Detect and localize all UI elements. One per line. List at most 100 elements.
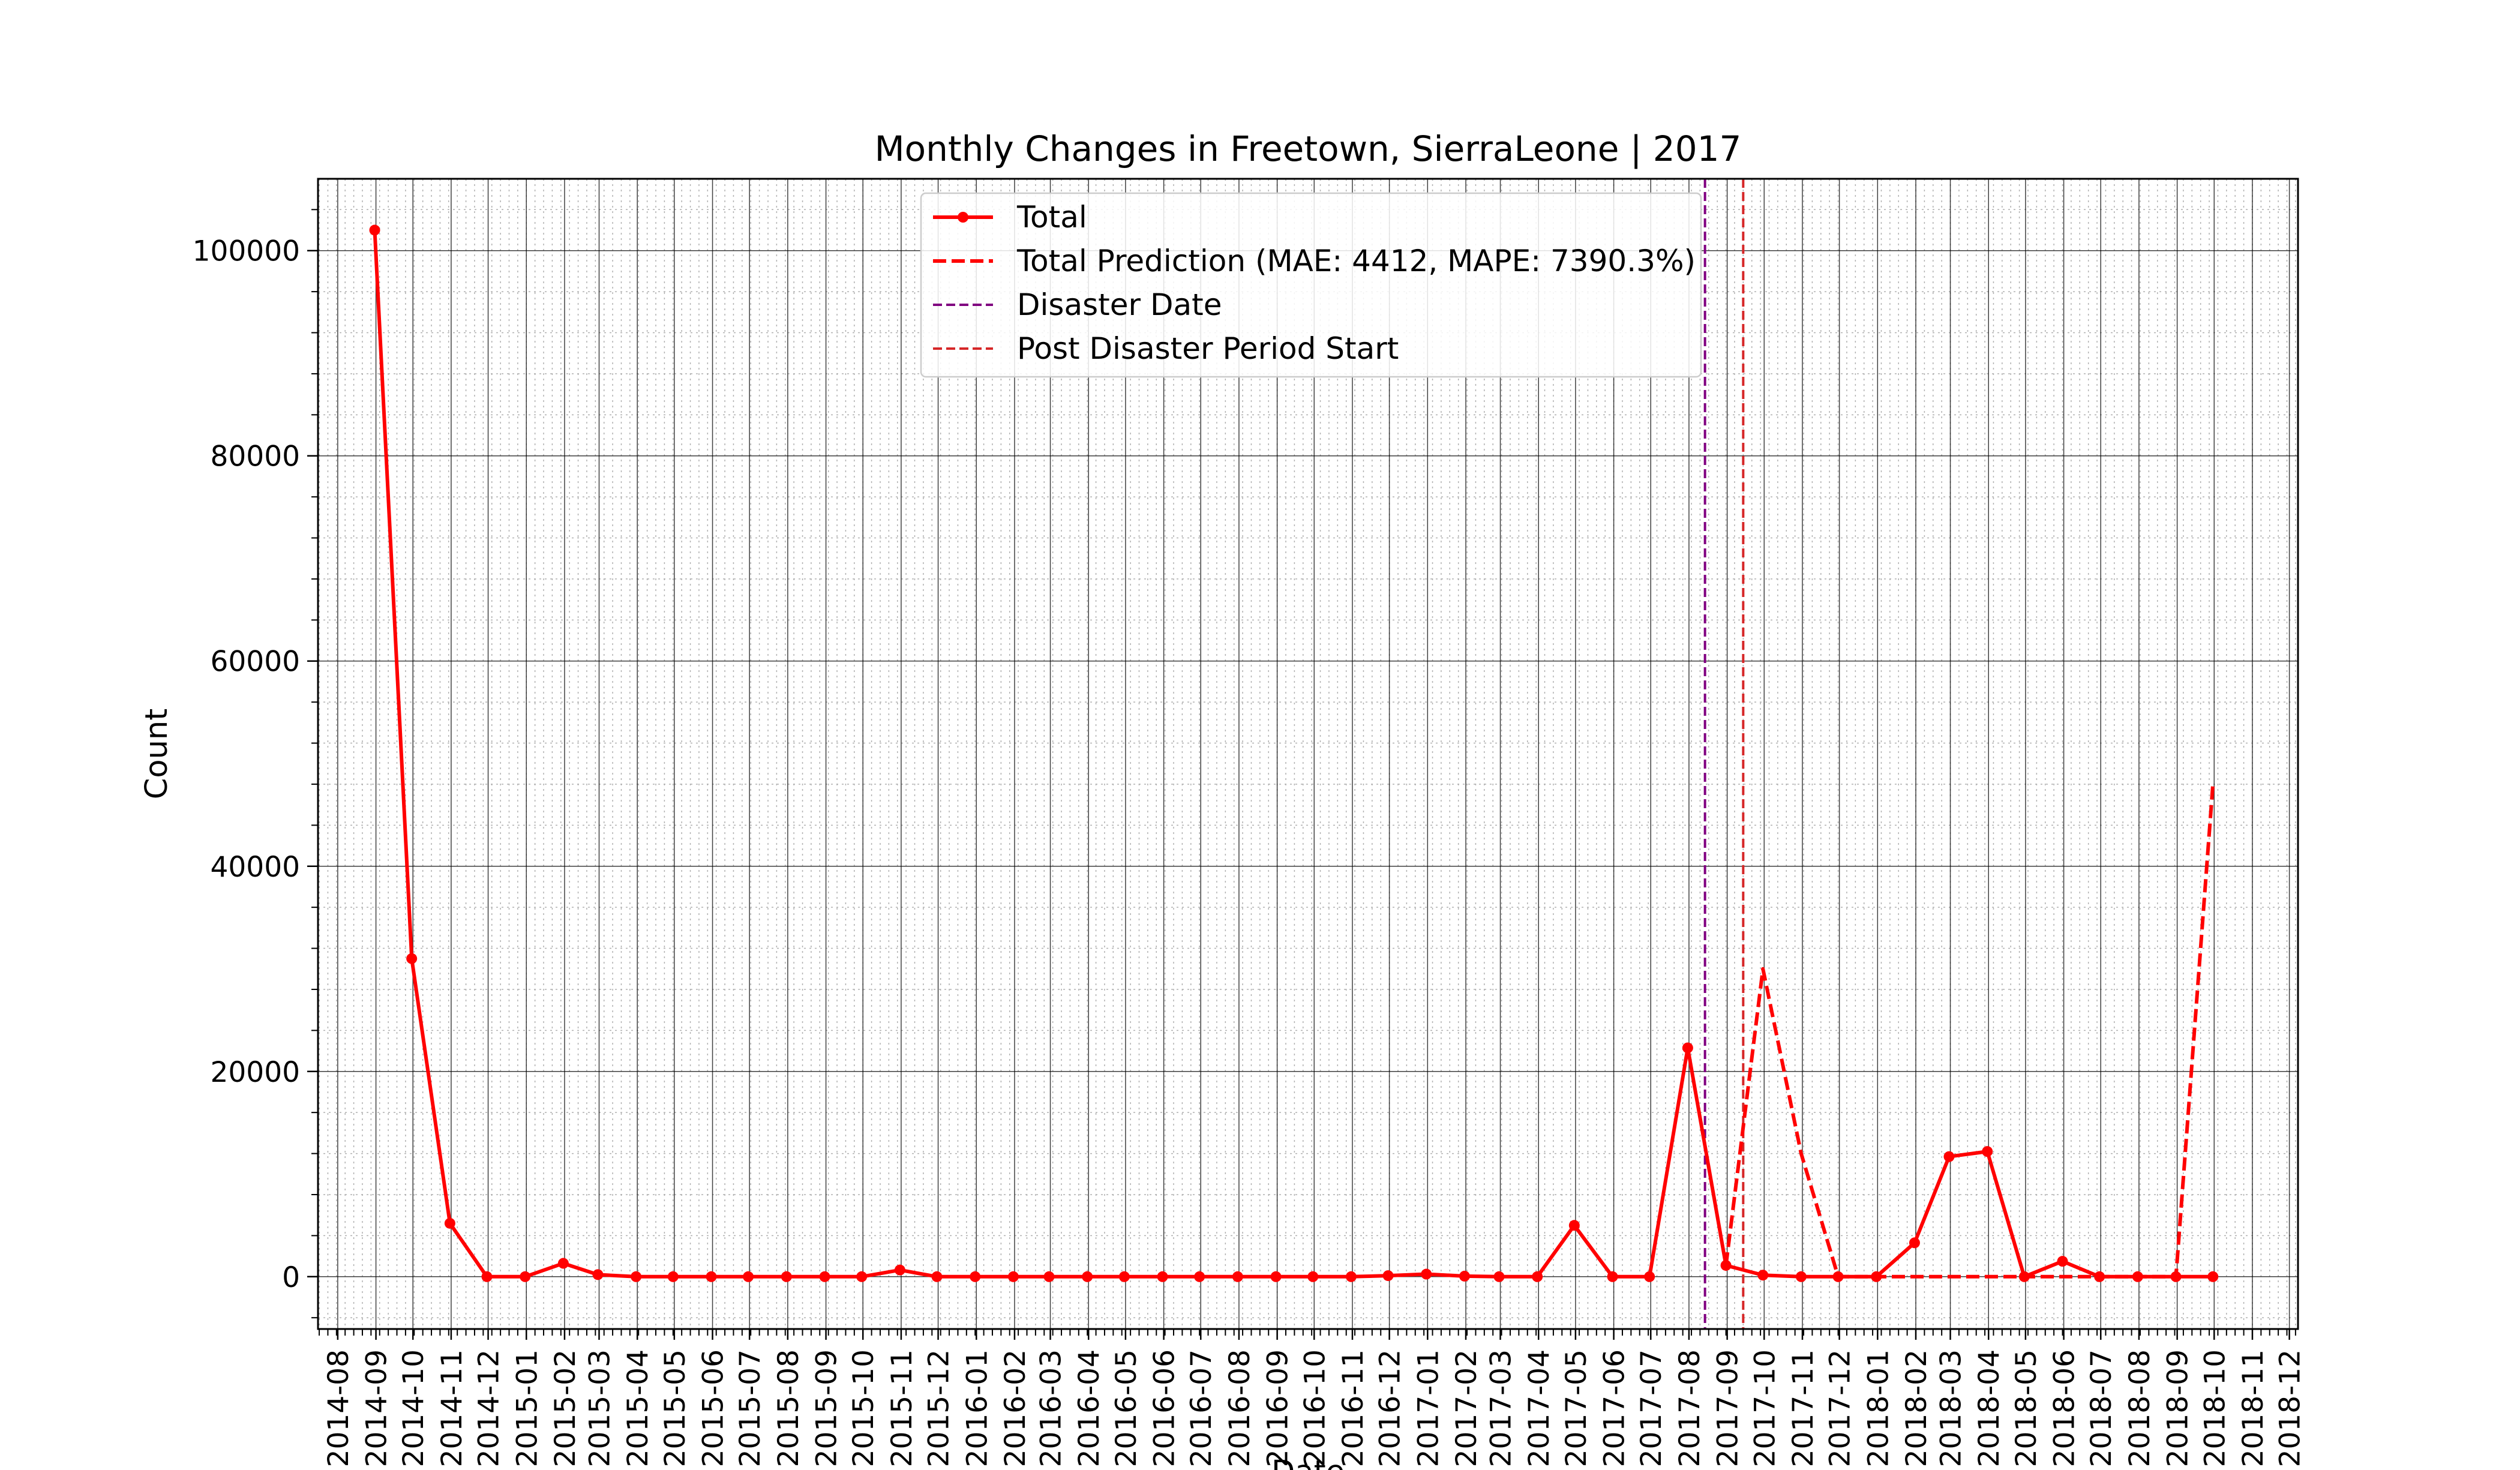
x-tick-label: 2018-06 <box>2048 1349 2081 1467</box>
total-data-point <box>1082 1271 1093 1282</box>
y-tick-label: 0 <box>282 1261 300 1294</box>
total-data-point <box>856 1271 868 1282</box>
total-data-point <box>1757 1270 1769 1281</box>
x-tick-label: 2014-09 <box>361 1349 394 1467</box>
event-lines <box>1703 179 1745 1329</box>
x-tick-label: 2016-10 <box>1298 1349 1331 1467</box>
x-tick-label: 2018-12 <box>2274 1349 2307 1467</box>
y-tick-label: 60000 <box>210 646 300 679</box>
x-tick-label: 2015-01 <box>511 1349 544 1467</box>
x-tick-label: 2016-12 <box>1374 1349 1407 1467</box>
total-data-point <box>1157 1271 1168 1282</box>
legend: Total Total Prediction (MAE: 4412, MAPE: … <box>920 192 1702 378</box>
x-tick-label: 2016-09 <box>1262 1349 1295 1467</box>
total-data-point <box>520 1271 531 1282</box>
total-data-point <box>1493 1271 1505 1282</box>
y-tick-label: 80000 <box>210 440 300 473</box>
y-tick-label: 100000 <box>193 235 300 268</box>
x-tick-label: 2018-08 <box>2123 1349 2156 1467</box>
x-tick-label: 2015-10 <box>847 1349 880 1467</box>
total-data-point <box>1118 1271 1130 1282</box>
x-tick-label: 2018-02 <box>1900 1349 1933 1467</box>
x-tick-label: 2018-09 <box>2162 1349 2195 1467</box>
legend-label: Post Disaster Period Start <box>1017 331 1399 366</box>
legend-marker <box>958 212 968 223</box>
total-data-point <box>1682 1042 1693 1054</box>
total-data-point <box>631 1271 642 1282</box>
data-series <box>369 224 2219 1282</box>
x-tick-label: 2018-07 <box>2085 1349 2118 1467</box>
x-tick-label: 2016-01 <box>961 1349 994 1467</box>
x-tick-label: 2017-07 <box>1635 1349 1668 1467</box>
total-data-point <box>1270 1271 1282 1282</box>
x-tick-label: 2018-04 <box>1973 1349 2006 1467</box>
legend-label: Total Prediction (MAE: 4412, MAPE: 7390.… <box>1016 244 1696 278</box>
total-series-line <box>373 230 2213 1279</box>
x-tick-label: 2018-01 <box>1862 1349 1895 1467</box>
y-axis-label: Count <box>139 709 175 799</box>
x-tick-label: 2015-05 <box>659 1349 692 1467</box>
total-data-point <box>1909 1237 1920 1249</box>
x-tick-label: 2015-12 <box>923 1349 956 1467</box>
total-data-point <box>1795 1271 1807 1282</box>
total-data-point <box>1232 1271 1243 1282</box>
x-tick-label: 2017-01 <box>1412 1349 1445 1467</box>
total-data-point <box>781 1271 792 1282</box>
axis-ticks: 2014-08 2014-09 2014-10 2014-11 2014-12 2015-… <box>193 209 2307 1467</box>
x-tick-label: 2017-09 <box>1712 1349 1745 1467</box>
total-data-point <box>1007 1271 1019 1282</box>
legend-box <box>920 192 1702 378</box>
x-tick-label: 2017-08 <box>1673 1349 1706 1467</box>
total-data-point <box>667 1271 679 1282</box>
legend-label: Total <box>1016 200 1087 235</box>
x-tick-label: 2016-11 <box>1337 1349 1370 1467</box>
total-data-point <box>1459 1270 1470 1282</box>
x-tick-label: 2017-04 <box>1523 1349 1556 1467</box>
x-tick-label: 2018-03 <box>1935 1349 1968 1467</box>
total-data-point <box>406 953 418 964</box>
total-data-point <box>1194 1271 1205 1282</box>
x-tick-label: 2017-12 <box>1824 1349 1857 1467</box>
x-tick-label: 2014-10 <box>397 1349 430 1467</box>
total-data-point <box>1982 1146 1993 1157</box>
x-tick-label: 2016-02 <box>999 1349 1032 1467</box>
total-data-point <box>1345 1271 1357 1282</box>
total-data-point <box>1043 1271 1055 1282</box>
x-tick-label: 2017-03 <box>1485 1349 1518 1467</box>
total-data-point <box>819 1271 830 1282</box>
x-tick-label: 2016-08 <box>1223 1349 1256 1467</box>
x-tick-label: 2017-02 <box>1450 1349 1483 1467</box>
total-data-point <box>1421 1268 1432 1280</box>
x-tick-label: 2015-09 <box>811 1349 844 1467</box>
x-tick-label: 2017-05 <box>1560 1349 1593 1467</box>
total-data-point <box>369 224 380 236</box>
x-tick-label: 2014-08 <box>322 1349 355 1467</box>
x-tick-label: 2018-05 <box>2010 1349 2043 1467</box>
x-tick-label: 2016-03 <box>1035 1349 1068 1467</box>
total-data-point <box>2057 1256 2068 1267</box>
x-tick-label: 2018-10 <box>2198 1349 2231 1467</box>
x-tick-label: 2016-06 <box>1148 1349 1181 1467</box>
total-data-point <box>743 1271 754 1282</box>
x-tick-label: 2017-11 <box>1787 1349 1820 1467</box>
x-tick-label: 2015-02 <box>549 1349 582 1467</box>
x-tick-label: 2015-04 <box>622 1349 655 1467</box>
total-data-point <box>1644 1271 1655 1282</box>
x-tick-label: 2015-06 <box>697 1349 730 1467</box>
x-tick-label: 2015-03 <box>583 1349 616 1467</box>
total-data-point <box>444 1217 455 1229</box>
total-data-point <box>1943 1151 1955 1162</box>
x-tick-label: 2016-07 <box>1185 1349 1218 1467</box>
prediction-series-line <box>1724 784 2215 1279</box>
total-data-point <box>970 1271 981 1282</box>
legend-label: Disaster Date <box>1017 287 1222 322</box>
x-tick-label: 2015-07 <box>734 1349 767 1467</box>
total-data-point <box>931 1271 943 1282</box>
x-tick-label: 2016-04 <box>1073 1349 1106 1467</box>
x-tick-label: 2016-05 <box>1110 1349 1143 1467</box>
x-tick-label: 2014-11 <box>436 1349 469 1467</box>
x-tick-label: 2018-11 <box>2237 1349 2270 1467</box>
total-data-point <box>894 1264 905 1276</box>
x-axis-label: Date <box>1271 1454 1345 1470</box>
